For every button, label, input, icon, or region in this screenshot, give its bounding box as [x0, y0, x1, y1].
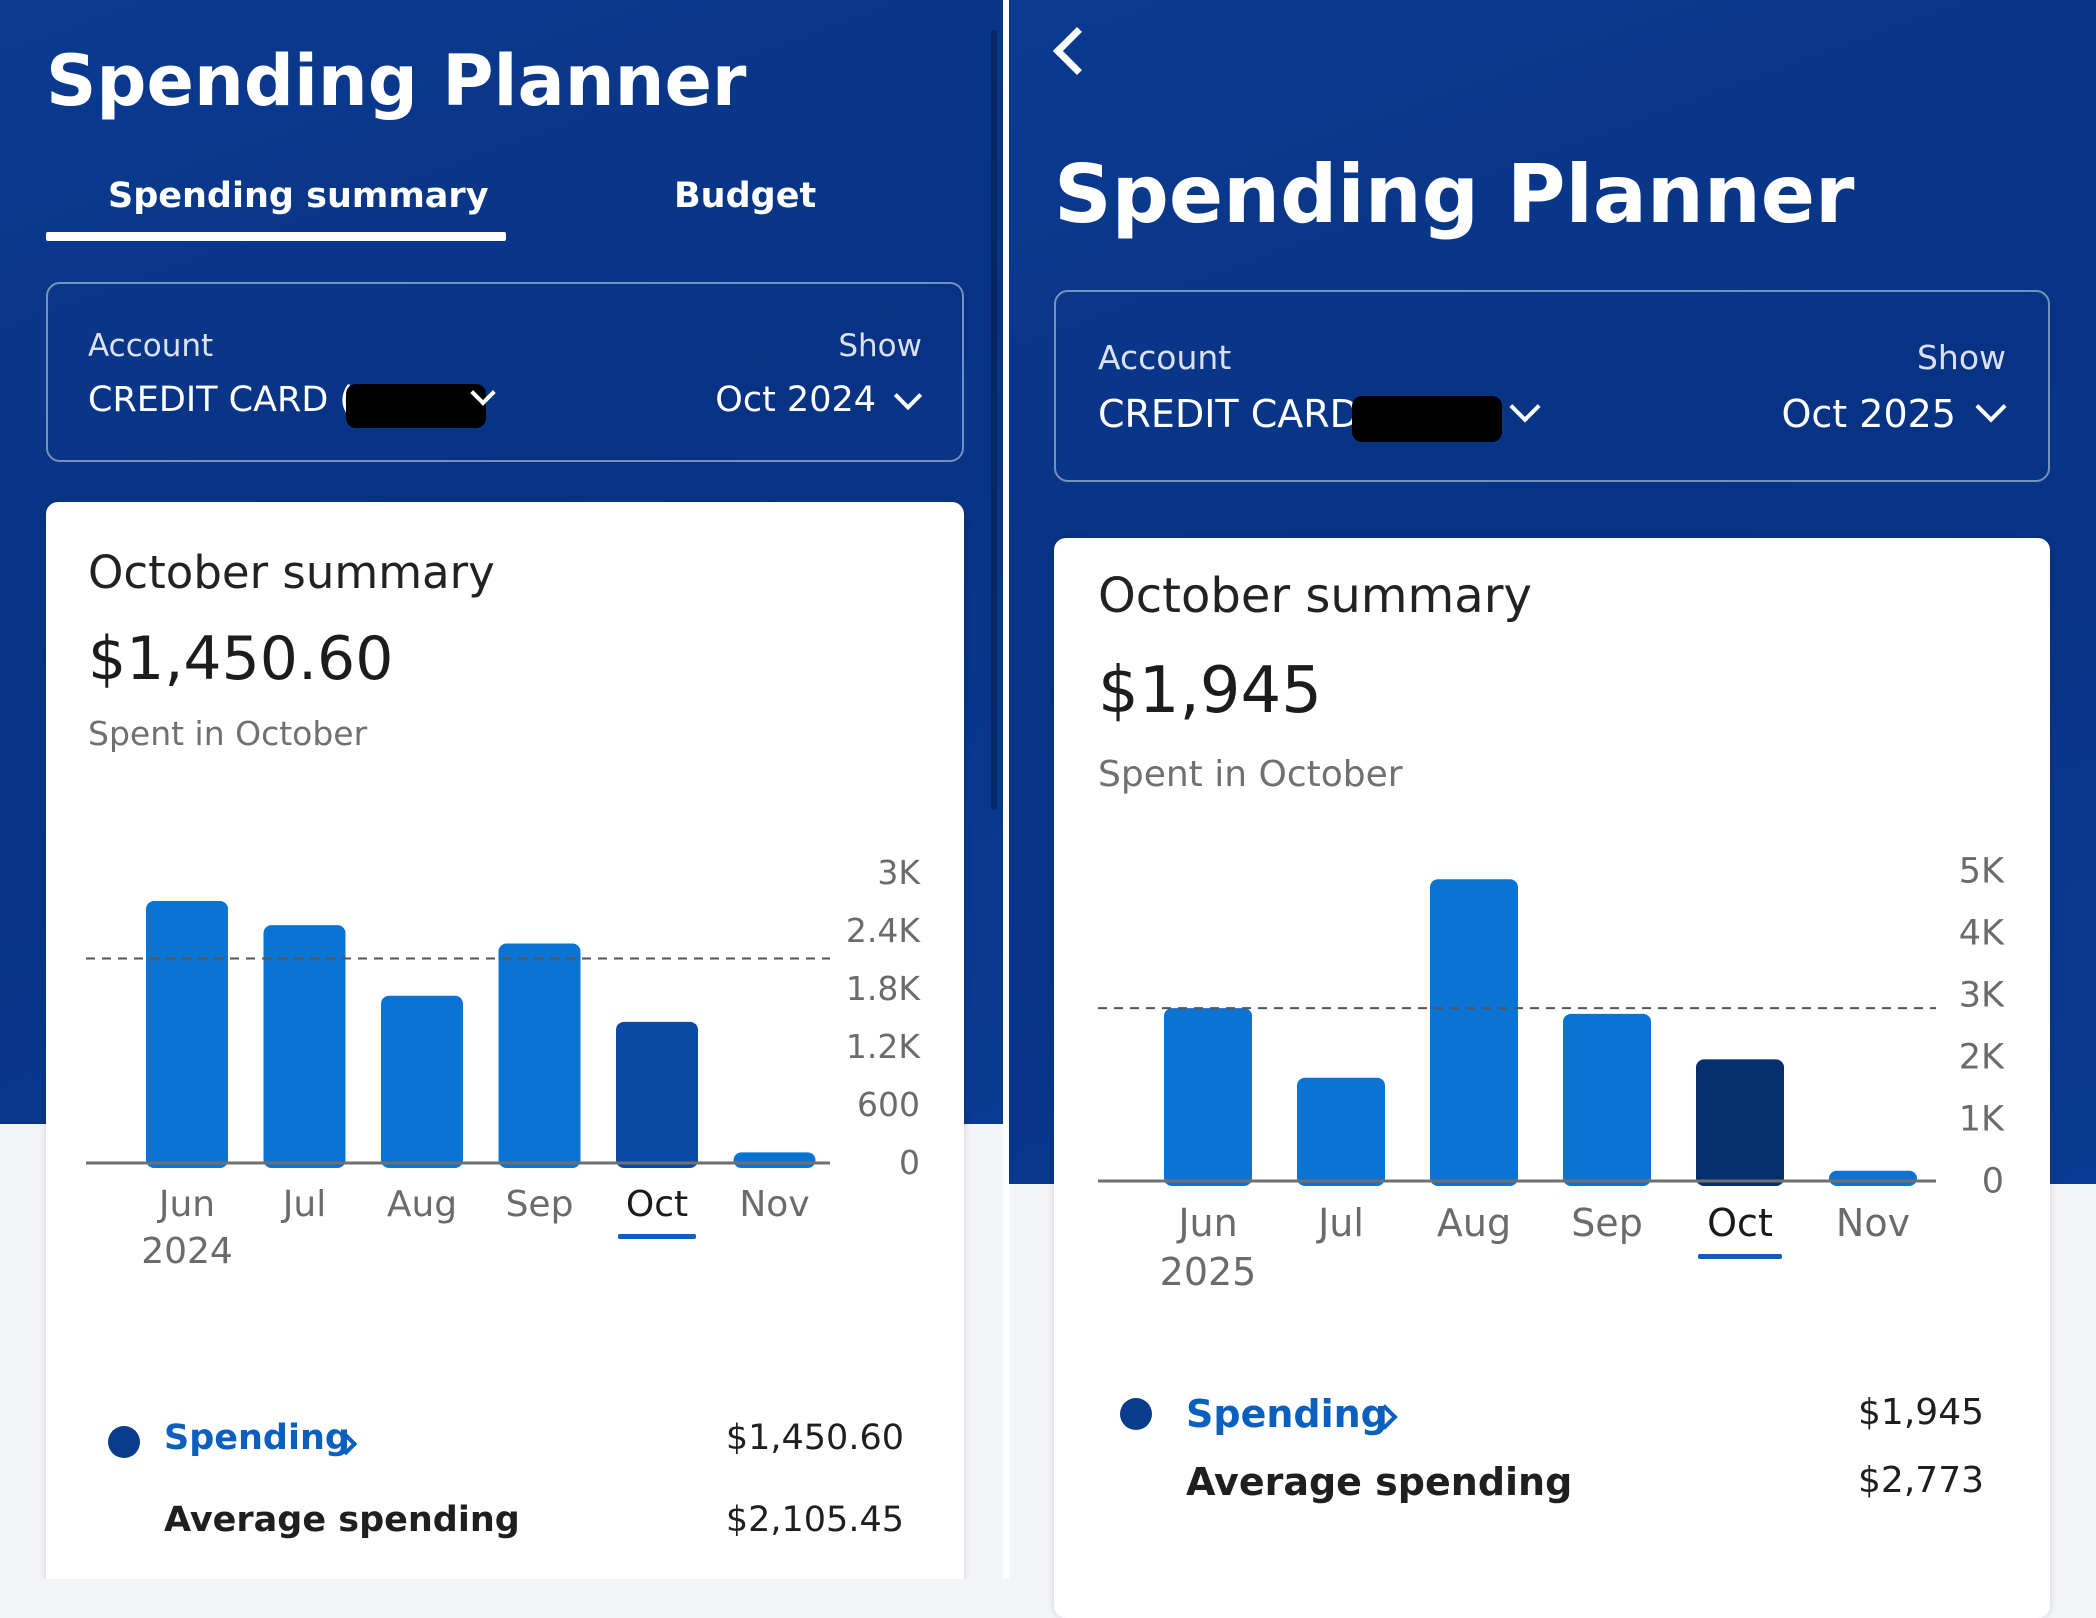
summary-title: October summary — [88, 546, 495, 599]
spending-bar-chart: 0 600 1.2K 1.8K 2.4K 3K Jun 2024 Jul Aug Sep Oct Nov — [86, 853, 921, 1272]
y-tick-label: 1.8K — [846, 969, 921, 1008]
summary-card: October summary $1,450.60 Spent in Octob… — [46, 502, 964, 1579]
y-tick-label: 2K — [1959, 1038, 2005, 1078]
summary-subtitle: Spent in October — [88, 714, 368, 753]
bar-jul — [1297, 1077, 1385, 1186]
bar-aug — [381, 995, 463, 1168]
tab-budget[interactable]: Budget — [674, 176, 817, 216]
y-tick-label: 0 — [1982, 1162, 2004, 1202]
average-spending-label: Average spending — [164, 1500, 520, 1540]
chevron-down-icon[interactable] — [1975, 391, 2007, 423]
y-tick-label: 3K — [877, 853, 921, 892]
x-tick-label: Oct — [1707, 1201, 1773, 1245]
y-tick-label: 5K — [1959, 852, 2005, 892]
filter-bar: Account CREDIT CARD Show Oct 2025 — [1054, 290, 2050, 482]
bar-jun — [146, 901, 228, 1168]
month-select[interactable]: Oct 2025 — [1781, 392, 1957, 436]
x-tick-year: 2024 — [141, 1231, 233, 1272]
x-tick-year: 2025 — [1160, 1250, 1257, 1294]
spending-link[interactable]: Spending — [164, 1418, 350, 1458]
y-tick-label: 0 — [899, 1143, 920, 1182]
x-tick-label: Sep — [506, 1184, 574, 1225]
x-tick-label: Oct — [626, 1184, 688, 1225]
x-tick-label: Sep — [1571, 1201, 1643, 1245]
bar-aug — [1430, 879, 1518, 1186]
bar-nov — [1829, 1170, 1917, 1186]
account-select[interactable]: CREDIT CARD (. — [88, 380, 365, 420]
y-tick-label: 3K — [1959, 976, 2005, 1016]
selected-month-indicator — [1698, 1254, 1782, 1259]
redacted-account-number — [346, 384, 486, 428]
x-tick-label: Nov — [739, 1184, 809, 1225]
y-tick-label: 2.4K — [846, 911, 921, 950]
show-label: Show — [1916, 338, 2006, 377]
average-spending-value: $2,105.45 — [725, 1500, 904, 1540]
spending-bar-chart: 0 1K 2K 3K 4K 5K Jun 2025 Jul Aug Sep Oct Nov — [1098, 852, 2005, 1294]
x-tick-label: Jul — [281, 1184, 326, 1225]
tab-spending-summary[interactable]: Spending summary — [108, 176, 489, 216]
bar-nov — [733, 1152, 816, 1168]
x-tick-label: Nov — [1836, 1201, 1910, 1245]
average-spending-value: $2,773 — [1858, 1460, 1984, 1501]
y-tick-label: 1.2K — [846, 1027, 921, 1066]
spending-value: $1,945 — [1858, 1392, 1984, 1433]
spending-value: $1,450.60 — [725, 1418, 904, 1458]
month-select[interactable]: Oct 2024 — [715, 380, 876, 420]
chevron-down-icon[interactable] — [893, 381, 923, 411]
show-label: Show — [838, 328, 922, 364]
spending-link[interactable]: Spending — [1186, 1392, 1388, 1436]
bar-jul — [263, 925, 346, 1168]
legend-dot — [108, 1426, 140, 1458]
summary-subtitle: Spent in October — [1098, 754, 1403, 795]
image-divider — [1003, 0, 1009, 1579]
account-label: Account — [88, 328, 214, 364]
bar-oct — [1696, 1059, 1784, 1186]
active-tab-indicator — [46, 232, 506, 241]
x-tick-label: Jun — [157, 1184, 215, 1225]
summary-amount: $1,450.60 — [88, 624, 394, 694]
summary-title: October summary — [1098, 568, 1532, 624]
average-spending-label: Average spending — [1186, 1460, 1573, 1504]
scrollbar[interactable] — [991, 30, 997, 810]
account-select[interactable]: CREDIT CARD — [1098, 392, 1359, 436]
bar-oct — [616, 1021, 698, 1168]
filter-bar: Account CREDIT CARD (. Show Oct 2024 — [46, 282, 964, 462]
y-tick-label: 4K — [1959, 914, 2005, 954]
legend-dot — [1120, 1398, 1152, 1430]
page-title: Spending Planner — [1054, 148, 1855, 241]
x-tick-label: Jun — [1176, 1201, 1237, 1245]
account-label: Account — [1098, 338, 1232, 377]
redacted-account-number — [1352, 396, 1502, 442]
x-tick-label: Aug — [387, 1184, 457, 1225]
bar-sep — [498, 943, 581, 1168]
summary-card: October summary $1,945 Spent in October … — [1054, 538, 2050, 1618]
x-tick-label: Jul — [1316, 1201, 1364, 1245]
left-screen: Spending Planner Spending summary Budget… — [0, 0, 1003, 1579]
bar-jun — [1164, 1008, 1252, 1186]
chevron-down-icon[interactable] — [1509, 391, 1541, 423]
page-title: Spending Planner — [46, 40, 747, 122]
summary-amount: $1,945 — [1098, 654, 1322, 728]
y-tick-label: 600 — [857, 1085, 920, 1124]
y-tick-label: 1K — [1959, 1100, 2005, 1140]
selected-month-indicator — [618, 1234, 696, 1239]
x-tick-label: Aug — [1437, 1201, 1511, 1245]
bar-sep — [1563, 1013, 1651, 1186]
